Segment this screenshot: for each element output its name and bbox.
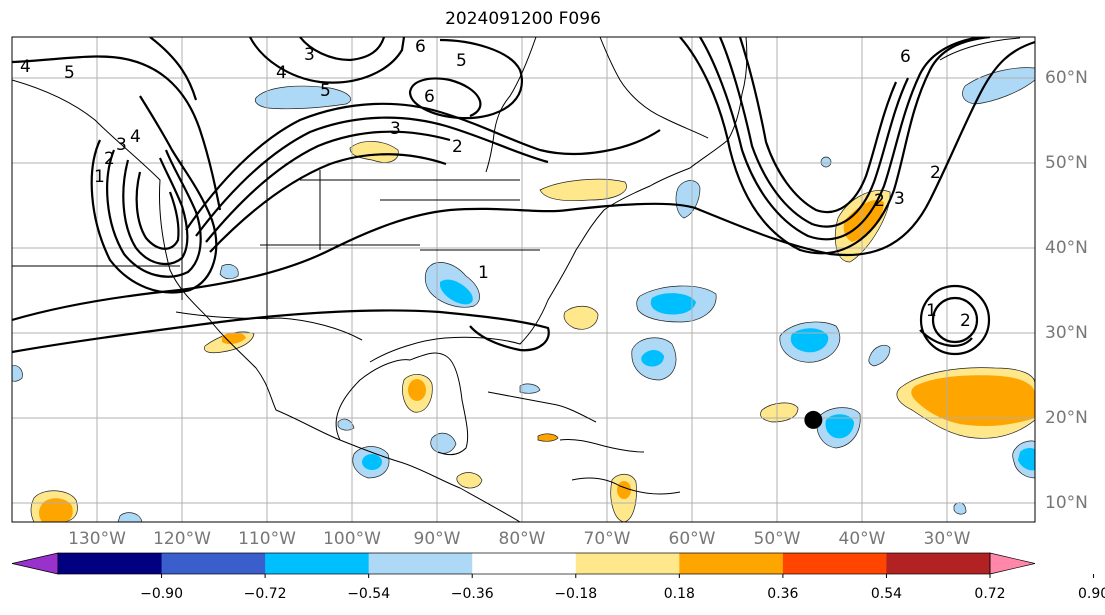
- colorbar-extend-low: [11, 552, 59, 575]
- colorbar-segment: [265, 553, 370, 574]
- lon-label: 120°W: [153, 529, 211, 549]
- contour-label: 6: [900, 47, 911, 67]
- neg-anomaly: [650, 293, 696, 315]
- contour-label: 2: [960, 311, 971, 331]
- lon-label: 110°W: [238, 529, 296, 549]
- colorbar-segment: [161, 553, 266, 574]
- contour-label: 1: [94, 167, 105, 187]
- neg-anomaly: [440, 279, 473, 305]
- neg-anomaly: [820, 156, 832, 168]
- lat-label: 60°N: [1045, 68, 1088, 88]
- contour-label: 2: [930, 163, 941, 183]
- neg-anomaly: [254, 85, 351, 110]
- contour-label: 4: [20, 57, 31, 77]
- colorbar-segment: [679, 553, 784, 574]
- colorbar-tick-label: −0.54: [347, 586, 391, 602]
- colorbar-tick-label: 0.72: [974, 586, 1006, 602]
- lon-label: 70°W: [583, 529, 631, 549]
- neg-anomaly: [219, 264, 239, 280]
- lon-label: 90°W: [413, 529, 461, 549]
- contour-label: 2: [104, 149, 115, 169]
- contour-label: 1: [926, 301, 937, 321]
- neg-anomaly: [12, 365, 23, 382]
- contour-label: 5: [456, 51, 467, 71]
- lon-label: 80°W: [498, 529, 546, 549]
- neg-anomaly: [790, 328, 829, 353]
- lat-label: 10°N: [1045, 493, 1088, 513]
- storm-position-marker: [804, 410, 823, 429]
- lon-label: 40°W: [838, 529, 886, 549]
- pos-anomaly: [408, 379, 426, 401]
- colorbar-tick-label: −0.90: [140, 586, 183, 602]
- neg-anomaly: [825, 414, 854, 439]
- lon-label: 30°W: [923, 529, 971, 549]
- neg-anomaly: [362, 454, 382, 470]
- neg-anomaly: [337, 418, 355, 431]
- contour-label: 3: [116, 135, 127, 155]
- neg-anomaly: [117, 512, 143, 522]
- contour-label: 5: [64, 63, 75, 83]
- colorbar-tick-label: −0.72: [243, 586, 287, 602]
- colorbar-tick-label: 0.54: [870, 586, 903, 602]
- neg-anomaly: [641, 350, 664, 367]
- lat-label: 30°N: [1045, 323, 1088, 343]
- pos-anomaly: [222, 332, 246, 345]
- neg-anomaly: [519, 383, 541, 394]
- contour-label: 4: [130, 127, 141, 147]
- lon-label: 50°W: [753, 529, 801, 549]
- lat-label: 20°N: [1045, 408, 1088, 428]
- map-frame: [11, 36, 1036, 523]
- pos-anomaly: [563, 305, 599, 330]
- map-title: 2024091200 F096: [445, 9, 601, 29]
- colorbar-tick-label: −0.36: [450, 586, 494, 602]
- colorbar-tick-label: −0.18: [554, 586, 598, 602]
- colorbar-segment: [472, 553, 577, 574]
- lon-label: 60°W: [668, 529, 716, 549]
- colorbar-tick-label: 0.18: [663, 586, 695, 602]
- lon-label: 100°W: [323, 529, 381, 549]
- colorbar-segment: [58, 553, 163, 574]
- colorbar-tick-label: 0.90: [1077, 586, 1105, 602]
- neg-anomaly: [868, 344, 891, 367]
- contour-lines: [12, 37, 1035, 356]
- pos-anomaly: [539, 178, 627, 202]
- colorbar-tick-label: 0.36: [767, 586, 799, 602]
- colorbar-outline: [57, 552, 991, 575]
- colorbar-extend-high: [989, 552, 1036, 575]
- neg-anomaly: [1018, 448, 1035, 471]
- contour-label: 2: [452, 137, 463, 157]
- contour-label: 1: [478, 263, 489, 283]
- contour-label: 3: [894, 189, 905, 209]
- contour-label: 6: [415, 37, 426, 57]
- colorbar-segment: [782, 553, 887, 574]
- pos-anomaly: [911, 375, 1035, 426]
- contour-label: 3: [390, 119, 401, 139]
- colorbar-segment: [575, 553, 680, 574]
- pos-anomaly: [617, 481, 631, 499]
- pos-anomaly: [39, 498, 73, 522]
- lon-label: 130°W: [68, 529, 126, 549]
- contour-label: 4: [276, 63, 287, 83]
- contour-label: 2: [874, 191, 885, 211]
- colorbar-segment: [368, 553, 473, 574]
- colorbar-segment: [886, 553, 991, 574]
- coastlines: [12, 37, 1021, 522]
- pos-anomaly: [537, 433, 559, 442]
- contour-label: 5: [320, 81, 331, 101]
- contour-label: 6: [424, 87, 435, 107]
- lat-label: 50°N: [1045, 153, 1088, 173]
- contour-labels: 3 4 5 6 5 4 6 3 2 1 1 2 3 4 5 6 2 3 2 1 …: [20, 37, 971, 331]
- pos-anomaly: [456, 472, 483, 489]
- lat-label: 40°N: [1045, 238, 1088, 258]
- contour-label: 3: [304, 45, 315, 65]
